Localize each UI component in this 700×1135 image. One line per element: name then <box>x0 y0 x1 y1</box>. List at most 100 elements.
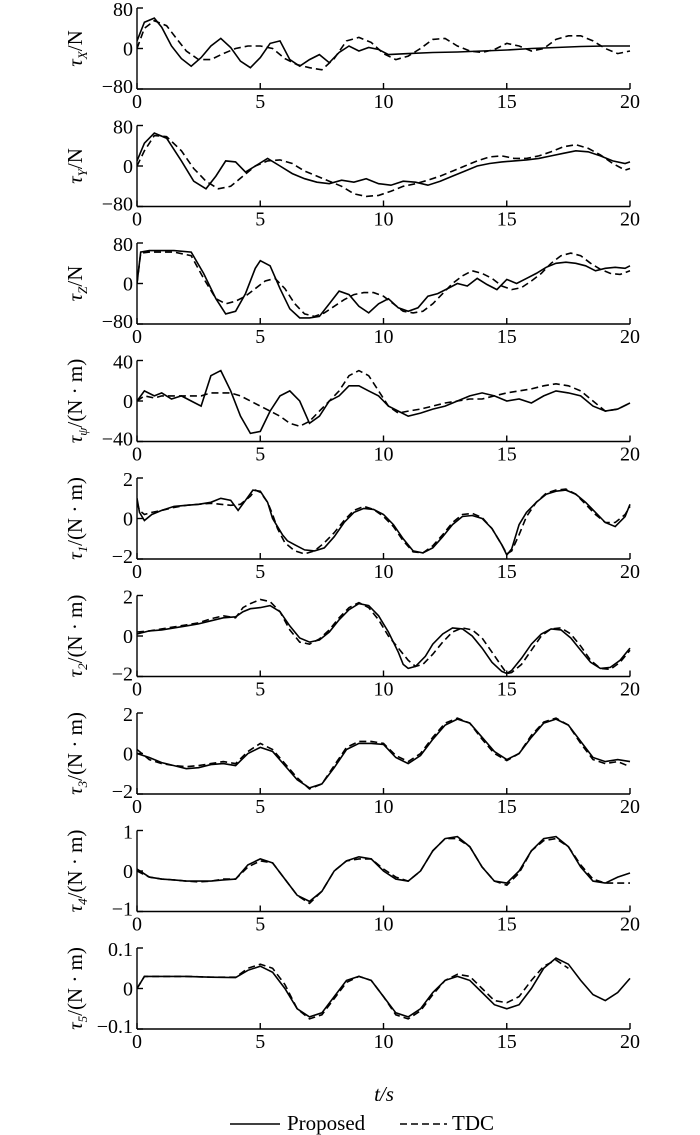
series-proposed <box>137 602 631 675</box>
x-tick-label: 20 <box>620 209 640 231</box>
series-proposed <box>137 489 631 557</box>
y-tick-label: 0 <box>123 156 133 178</box>
y-tick-label: 0.1 <box>108 939 133 961</box>
x-tick-label: 5 <box>255 1031 265 1053</box>
y-tick-label: 2 <box>123 704 133 726</box>
series-tdc <box>137 19 631 71</box>
x-tick-label: 0 <box>132 914 142 936</box>
x-tick-label: 15 <box>497 1031 517 1053</box>
y-axis-label: τψ/(N · m) <box>63 359 90 443</box>
x-tick-label: 5 <box>255 91 265 113</box>
y-tick-label: −2 <box>112 546 133 568</box>
y-tick-label: 0 <box>123 39 133 61</box>
x-tick-label: 15 <box>497 679 517 701</box>
x-tick-label: 0 <box>132 444 142 466</box>
y-axis-label: τ5/(N · m) <box>63 947 90 1030</box>
y-tick-label: 0 <box>123 861 133 883</box>
y-tick-label: −2 <box>112 664 133 686</box>
x-tick-label: 10 <box>374 444 394 466</box>
x-tick-label: 10 <box>374 326 394 348</box>
y-tick-label: 1 <box>123 822 133 844</box>
legend-label-tdc: TDC <box>452 1111 494 1135</box>
series-tdc <box>137 717 631 790</box>
series-proposed <box>137 369 631 435</box>
x-tick-label: 5 <box>255 914 265 936</box>
y-tick-label: −0.1 <box>97 1016 133 1038</box>
y-tick-label: −1 <box>112 899 133 921</box>
x-tick-label: 15 <box>497 796 517 818</box>
series-tdc <box>137 598 631 675</box>
x-tick-label: 20 <box>620 561 640 583</box>
x-tick-label: 10 <box>374 914 394 936</box>
y-tick-label: 80 <box>113 0 133 21</box>
y-axis-label: τ3/(N · m) <box>63 712 90 795</box>
series-proposed <box>137 132 631 190</box>
x-tick-label: 10 <box>374 91 394 113</box>
y-axis-label: τY/N <box>63 148 90 184</box>
y-tick-label: −2 <box>112 781 133 803</box>
y-tick-label: −80 <box>102 76 133 98</box>
series-tdc <box>137 251 631 318</box>
x-tick-label: 20 <box>620 914 640 936</box>
y-tick-label: 0 <box>123 626 133 648</box>
x-tick-label: 5 <box>255 444 265 466</box>
x-tick-label: 15 <box>497 561 517 583</box>
series-tdc <box>137 959 569 1020</box>
y-tick-label: 0 <box>123 979 133 1001</box>
x-tick-label: 0 <box>132 1031 142 1053</box>
y-tick-label: 80 <box>113 117 133 139</box>
series-proposed <box>137 957 631 1018</box>
x-tick-label: 10 <box>374 796 394 818</box>
x-tick-label: 20 <box>620 444 640 466</box>
series-tdc <box>137 837 630 905</box>
x-tick-label: 10 <box>374 1031 394 1053</box>
x-axis-label: t/s <box>374 1082 394 1106</box>
x-tick-label: 5 <box>255 679 265 701</box>
x-tick-label: 0 <box>132 561 142 583</box>
x-tick-label: 20 <box>620 1031 640 1053</box>
x-tick-label: 5 <box>255 209 265 231</box>
x-tick-label: 15 <box>497 209 517 231</box>
x-tick-label: 15 <box>497 444 517 466</box>
series-proposed <box>137 17 630 69</box>
y-axis-label: τ2/(N · m) <box>63 595 90 678</box>
y-tick-label: 0 <box>123 391 133 413</box>
x-tick-label: 20 <box>620 679 640 701</box>
x-tick-label: 20 <box>620 91 640 113</box>
x-tick-label: 15 <box>497 914 517 936</box>
x-tick-label: 10 <box>374 679 394 701</box>
y-axis-label: τ1/(N · m) <box>63 477 90 560</box>
x-tick-label: 0 <box>132 91 142 113</box>
x-tick-label: 5 <box>255 796 265 818</box>
y-tick-label: 40 <box>113 352 133 374</box>
y-tick-label: −80 <box>102 194 133 216</box>
x-tick-label: 10 <box>374 561 394 583</box>
y-axis-label: τX/N <box>63 30 90 66</box>
y-tick-label: 80 <box>113 234 133 256</box>
y-tick-label: −80 <box>102 311 133 333</box>
y-tick-label: 2 <box>123 469 133 491</box>
x-tick-label: 5 <box>255 561 265 583</box>
x-tick-label: 5 <box>255 326 265 348</box>
x-tick-label: 15 <box>497 326 517 348</box>
series-tdc <box>137 369 631 428</box>
y-tick-label: −40 <box>102 429 133 451</box>
series-tdc <box>137 488 631 556</box>
series-proposed <box>137 249 631 319</box>
y-tick-label: 0 <box>123 744 133 766</box>
legend: Proposed TDC <box>230 1111 494 1135</box>
x-tick-label: 15 <box>497 91 517 113</box>
y-tick-label: 0 <box>123 274 133 296</box>
y-axis-label: τZ/N <box>63 266 90 302</box>
